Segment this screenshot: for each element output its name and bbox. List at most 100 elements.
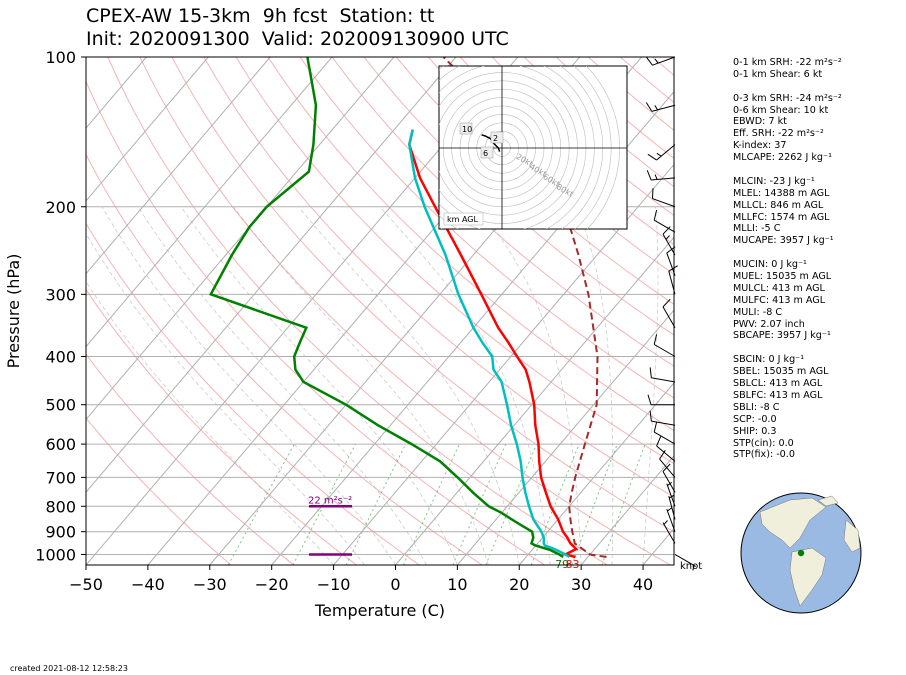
index-line: MUCAPE: 3957 J kg⁻¹	[733, 235, 834, 247]
wind-barb-staff	[651, 177, 676, 181]
wind-barb-flag	[649, 410, 652, 422]
x-tick-label: 40	[633, 575, 653, 594]
globe-north-america	[759, 497, 827, 549]
wind-barb	[653, 209, 676, 233]
index-line: MULI: -8 C	[733, 306, 783, 318]
mixing-ratio-line	[571, 443, 618, 565]
mixing-ratio-line	[452, 443, 507, 565]
wind-barb	[659, 450, 676, 478]
wind-barb-staff	[651, 104, 676, 112]
index-line: K-index: 37	[733, 140, 787, 152]
temperature-line	[408, 129, 579, 559]
chart-subtitle: Init: 2020091300 Valid: 202009130900 UTC	[86, 28, 509, 50]
wind-barb-flag	[645, 56, 653, 66]
dry-adiabat	[86, 417, 232, 565]
wind-barb-flag	[653, 421, 658, 433]
x-tick-label: −30	[193, 575, 227, 594]
wind-barb-flag	[649, 367, 652, 378]
moist-adiabat	[101, 206, 396, 565]
mixing-ratio-line	[530, 443, 580, 565]
moist-adiabat	[233, 206, 489, 565]
index-line: SBLFC: 413 m AGL	[733, 389, 823, 401]
wind-barb-staff	[651, 420, 676, 426]
hodograph-frame	[438, 65, 628, 230]
index-line: SCP: -0.0	[733, 413, 777, 425]
wind-barb	[646, 170, 676, 181]
index-line: MUCIN: 0 J kg⁻¹	[733, 259, 807, 271]
hodograph-height-label: 6	[483, 149, 488, 158]
isotherm	[518, 382, 674, 565]
wind-barb-half	[654, 105, 659, 111]
plot-frame	[85, 56, 675, 566]
index-line: SBCAPE: 3957 J kg⁻¹	[733, 330, 831, 342]
y-tick-label: 1000	[35, 545, 76, 564]
isotherm	[271, 90, 674, 565]
wind-unit-label: knot	[680, 561, 702, 572]
index-line: SBCIN: 0 J kg⁻¹	[733, 354, 805, 366]
dry-adiabat	[235, 57, 674, 465]
wind-barb-staff	[653, 219, 676, 233]
dry-adiabat	[299, 57, 674, 399]
wind-barb	[647, 144, 676, 161]
globe-greenland	[817, 495, 839, 507]
wind-barb-staff	[662, 233, 676, 256]
dry-adiabat	[395, 57, 674, 306]
x-tick-label: 30	[571, 575, 591, 594]
y-tick-label: 700	[45, 468, 76, 487]
dry-adiabat	[107, 57, 608, 565]
wind-barb-half	[663, 520, 668, 525]
wind-barb-half	[654, 58, 659, 64]
index-line: 0-1 km Shear: 6 kt	[733, 68, 823, 80]
index-line: SBLCL: 413 m AGL	[733, 378, 823, 390]
wind-barb-flag	[668, 265, 678, 272]
hodograph-height-label: 2	[493, 134, 498, 143]
globe-south-america	[789, 547, 827, 607]
wind-barb-staff	[666, 252, 676, 276]
wind-barb	[645, 56, 676, 66]
index-line: SBEL: 15035 m AGL	[733, 366, 829, 378]
wind-barb-staff	[656, 144, 676, 161]
globe-locator	[740, 492, 862, 614]
wind-barb-staff	[674, 554, 697, 567]
wind-barb	[666, 246, 676, 276]
dry-adiabat	[331, 57, 674, 367]
y-tick-label: 100	[45, 48, 76, 67]
footer-created: created 2021-08-12 12:58:23	[10, 664, 128, 673]
station-marker	[797, 549, 805, 557]
moist-adiabat	[477, 206, 582, 565]
index-line: 0-1 km SRH: -22 m²s⁻²	[733, 57, 842, 68]
y-tick-label: 500	[45, 396, 76, 415]
wind-barb	[656, 436, 676, 462]
wind-barb-staff	[662, 306, 676, 328]
moist-adiabat	[298, 206, 520, 565]
wind-barb-staff	[653, 431, 676, 445]
isotherm	[580, 455, 674, 565]
index-line: MLLFC: 1574 m AGL	[733, 211, 830, 223]
wind-barb	[653, 421, 676, 445]
wind-barb-flag	[645, 102, 653, 112]
wind-barb-flag	[653, 209, 658, 221]
moist-adiabat	[137, 206, 427, 565]
indices-panel: 0-1 km SRH: -22 m²s⁻² 0-1 km Shear: 6 kt 0…	[733, 57, 842, 461]
plot-area	[86, 57, 674, 565]
moist-adiabat	[86, 280, 334, 565]
isotherm	[86, 57, 271, 275]
wind-barb-staff	[656, 445, 676, 462]
y-tick-label: 300	[45, 285, 76, 304]
index-line: MULCL: 413 m AGL	[733, 282, 825, 294]
index-line: PWV: 2.07 inch	[733, 318, 805, 330]
index-line: MLCIN: -23 J kg⁻¹	[733, 175, 815, 187]
wind-barb	[666, 507, 676, 532]
wind-barb-half	[667, 482, 672, 486]
x-tick-label: 10	[447, 575, 467, 594]
hodograph-height-label: 10	[462, 125, 472, 134]
index-line: EBWD: 7 kt	[733, 116, 787, 128]
wind-barb	[662, 226, 676, 256]
dry-adiabat	[171, 57, 674, 533]
hodograph-height-box	[480, 146, 494, 159]
wind-barb-staff	[662, 471, 676, 493]
x-axis-label: Temperature (C)	[314, 601, 445, 620]
isotherm	[86, 57, 457, 493]
index-line: Eff. SRH: -22 m²s⁻²	[733, 128, 824, 140]
wind-barb-flag	[656, 436, 662, 447]
